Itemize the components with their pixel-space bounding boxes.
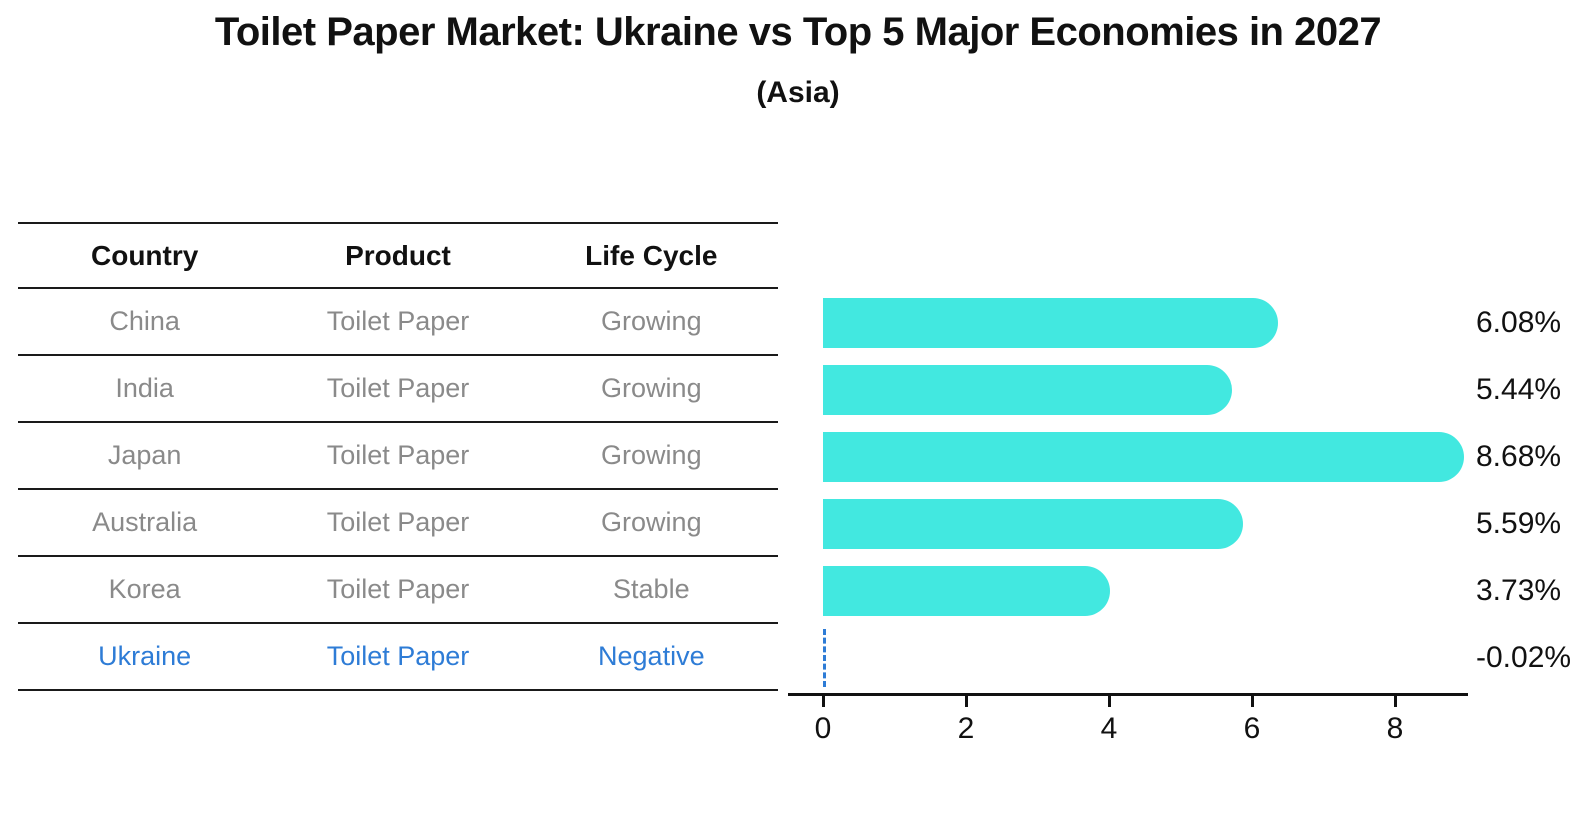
bar <box>823 629 826 687</box>
x-axis-tick <box>821 694 825 707</box>
cell-country: Ukraine <box>98 641 192 671</box>
cell-country: India <box>115 373 174 403</box>
table-row: Japan Toilet Paper Growing <box>18 423 778 490</box>
chart-subtitle: (Asia) <box>756 76 840 109</box>
bar <box>823 431 1464 482</box>
cell-country: Australia <box>92 507 198 537</box>
cell-lifecycle: Negative <box>598 641 705 671</box>
cell-product: Toilet Paper <box>326 507 470 537</box>
bar <box>823 297 1278 348</box>
bar-value-label: -0.02% <box>1476 640 1572 674</box>
cell-lifecycle: Growing <box>601 306 702 336</box>
cell-country: Japan <box>107 440 182 470</box>
cell-product: Toilet Paper <box>326 574 470 604</box>
x-axis-tick-label: 4 <box>1100 712 1118 745</box>
bar-value-label: 8.68% <box>1476 439 1562 473</box>
bar-value-label: 6.08% <box>1476 305 1562 339</box>
col-header-product: Product <box>345 239 451 271</box>
table-header-row: Country Product Life Cycle <box>18 222 778 289</box>
cell-product: Toilet Paper <box>326 306 470 336</box>
col-header-country: Country <box>91 239 199 271</box>
cell-lifecycle: Growing <box>601 373 702 403</box>
x-axis-tick <box>1393 694 1397 707</box>
table-row-highlighted: Ukraine Toilet Paper Negative <box>18 624 778 691</box>
x-axis-tick-label: 6 <box>1243 712 1261 745</box>
table-row: China Toilet Paper Growing <box>18 289 778 356</box>
cell-country: Korea <box>108 574 181 604</box>
x-axis-tick <box>1107 694 1111 707</box>
cell-country: China <box>109 306 180 336</box>
x-axis-tick <box>964 694 968 707</box>
x-axis-tick-label: 8 <box>1386 712 1404 745</box>
cell-lifecycle: Growing <box>601 507 702 537</box>
chart-title: Toilet Paper Market: Ukraine vs Top 5 Ma… <box>214 10 1382 54</box>
x-axis-tick <box>1250 694 1254 707</box>
table-row: Korea Toilet Paper Stable <box>18 557 778 624</box>
table-row: India Toilet Paper Growing <box>18 356 778 423</box>
bar-value-label: 3.73% <box>1476 573 1562 607</box>
x-axis-line <box>788 693 1468 696</box>
country-table: Country Product Life Cycle China Toilet … <box>18 222 778 691</box>
bar-value-label: 5.59% <box>1476 506 1562 540</box>
cell-lifecycle: Stable <box>613 574 690 604</box>
bar-value-label: 5.44% <box>1476 372 1562 406</box>
x-axis-tick-label: 0 <box>814 712 832 745</box>
cell-product: Toilet Paper <box>326 440 470 470</box>
table-row: Australia Toilet Paper Growing <box>18 490 778 557</box>
col-header-lifecycle: Life Cycle <box>585 239 718 271</box>
bar <box>823 565 1110 616</box>
bar <box>823 364 1232 415</box>
cell-product: Toilet Paper <box>326 373 470 403</box>
bar <box>823 498 1243 549</box>
cell-lifecycle: Growing <box>601 440 702 470</box>
cell-product: Toilet Paper <box>326 641 470 671</box>
x-axis-tick-label: 2 <box>957 712 975 745</box>
